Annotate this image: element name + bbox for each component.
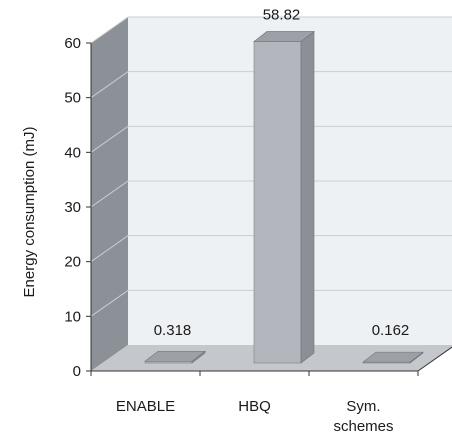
data-label: 0.162 xyxy=(372,322,410,339)
bar-side xyxy=(300,30,315,364)
bar-top xyxy=(253,31,315,42)
y-axis-ticks: 0 10 20 30 40 50 60 xyxy=(64,35,91,380)
x-tick-label: Sym. schemes xyxy=(333,398,393,435)
y-tick-label: 50 xyxy=(64,90,81,107)
bar xyxy=(253,30,315,364)
bar xyxy=(144,350,206,364)
y-tick-label: 10 xyxy=(64,308,81,325)
y-tick-label: 0 xyxy=(73,363,81,380)
x-axis-labels: ENABLE HBQ Sym. schemes xyxy=(116,398,394,435)
x-tick-label: ENABLE xyxy=(116,398,175,415)
bar-top xyxy=(144,350,206,362)
gridline xyxy=(90,180,452,208)
y-axis-title: Energy consumption (mJ) xyxy=(21,127,38,298)
data-label: 58.82 xyxy=(263,6,301,23)
data-label: 0.318 xyxy=(154,322,192,339)
floor-right-edge xyxy=(417,346,452,372)
data-labels: 0.318 58.82 0.162 xyxy=(154,6,410,339)
bar xyxy=(362,351,424,364)
bar-front xyxy=(253,41,302,364)
gridlines xyxy=(90,16,452,317)
y-tick-label: 40 xyxy=(64,144,81,161)
y-tick-label: 20 xyxy=(64,254,81,271)
gridline xyxy=(90,235,452,263)
gridline xyxy=(90,289,452,317)
gridline xyxy=(90,125,452,153)
y-tick-label: 30 xyxy=(64,199,81,216)
gridline xyxy=(90,71,452,99)
y-tick-label: 60 xyxy=(64,35,81,52)
bars xyxy=(144,30,424,364)
bar-top xyxy=(362,351,424,363)
x-tick-label: HBQ xyxy=(238,398,271,415)
back-wall-edge xyxy=(128,16,452,18)
